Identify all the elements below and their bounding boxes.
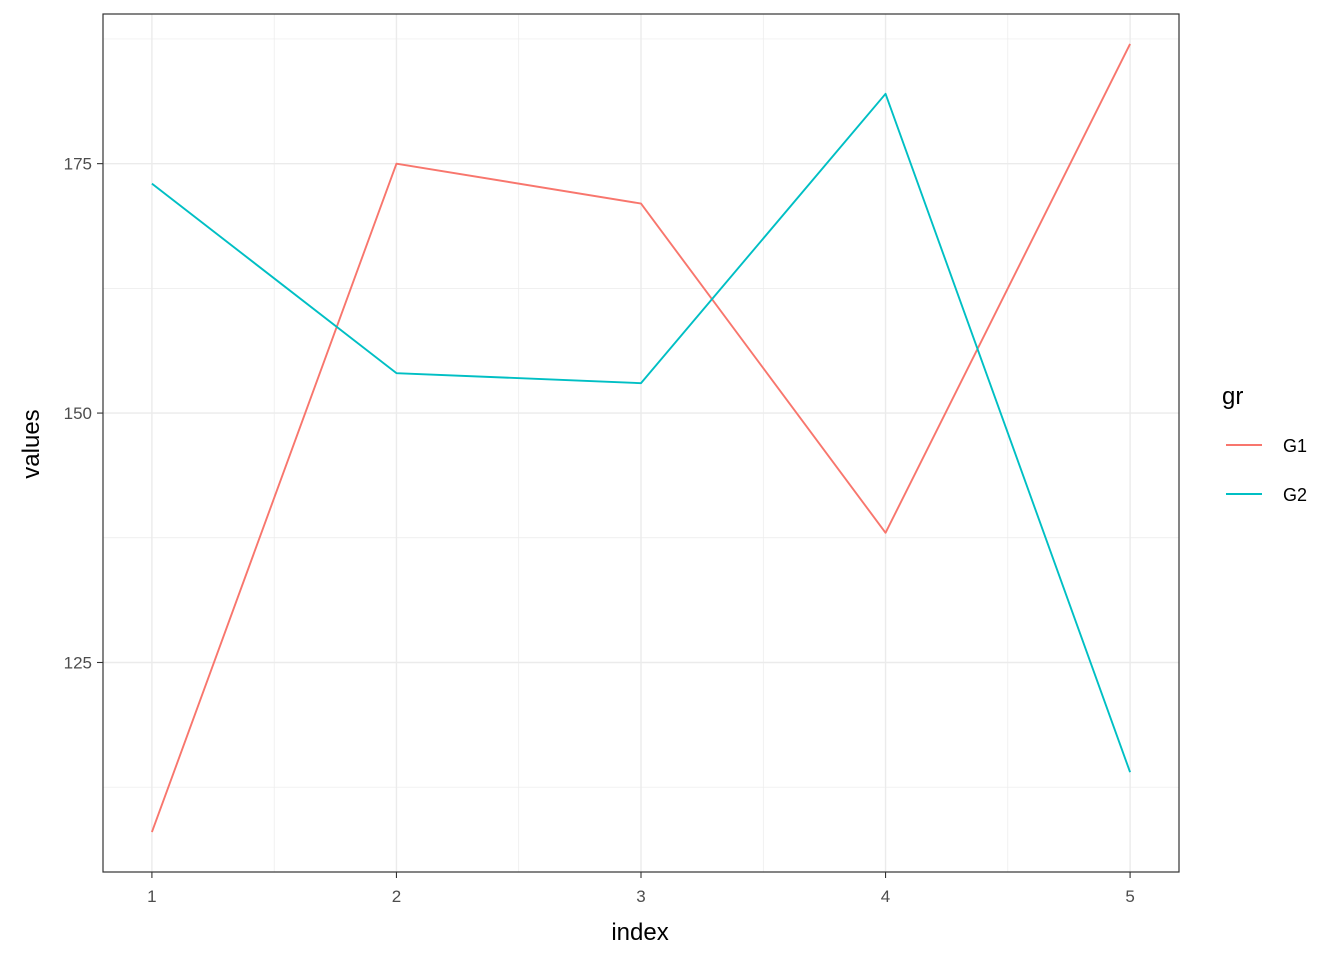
y-tick-label: 175	[64, 155, 92, 174]
series-line-g2	[151, 92, 1131, 773]
y-tick-label: 150	[64, 404, 92, 423]
x-tick-label: 2	[392, 887, 401, 906]
legend: gr G1 G2	[1222, 383, 1307, 505]
x-axis-ticks: 1 2 3 4 5	[147, 872, 1135, 906]
x-axis-title: index	[611, 919, 668, 946]
x-tick-label: 3	[636, 887, 645, 906]
x-tick-label: 4	[881, 887, 890, 906]
y-axis-title: values	[18, 409, 45, 478]
y-tick-label: 125	[64, 653, 92, 672]
x-tick-label: 5	[1125, 887, 1134, 906]
legend-item-g2: G2	[1226, 485, 1307, 505]
y-axis-ticks: 125 150 175	[64, 155, 103, 672]
legend-title: gr	[1222, 383, 1243, 410]
series-line-g1	[151, 43, 1131, 833]
legend-item-g1: G1	[1226, 436, 1307, 456]
x-tick-label: 1	[147, 887, 156, 906]
legend-label: G2	[1283, 485, 1307, 505]
series-lines	[151, 43, 1131, 833]
legend-label: G1	[1283, 436, 1307, 456]
